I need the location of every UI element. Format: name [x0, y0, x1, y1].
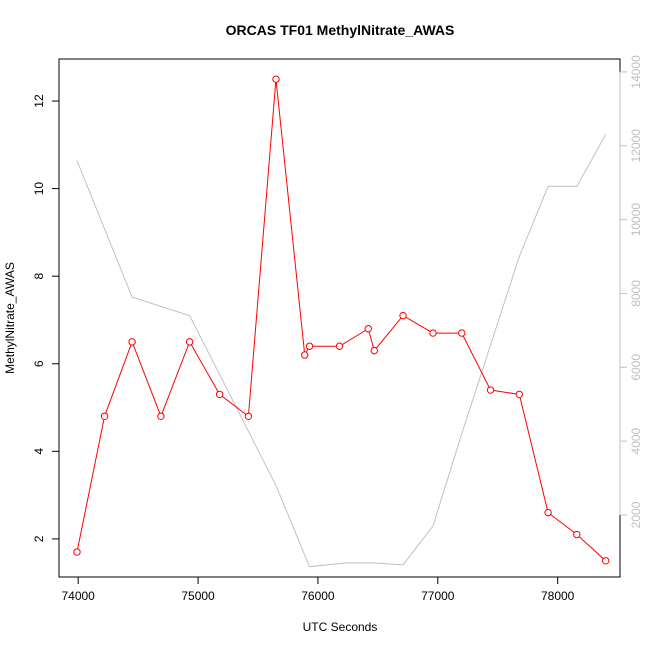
series-left-point	[429, 329, 437, 337]
x-axis-label: UTC Seconds	[303, 620, 378, 634]
series-left-line	[76, 79, 606, 562]
series-left-point	[128, 338, 136, 346]
y-axis-right: 2000 4000 6000 8000 10000 12000 14000	[619, 55, 643, 528]
series-left-point	[215, 390, 224, 399]
series-left-point	[73, 548, 81, 556]
series-left-point	[399, 311, 407, 320]
series-left-point	[301, 351, 309, 359]
y-tick-label: 4	[32, 448, 46, 455]
x-axis: 74000 75000 76000 77000 78000	[61, 576, 575, 603]
x-tick-label: 74000	[61, 589, 95, 603]
y-axis-left: 2 4 6 8 10 12	[32, 94, 60, 542]
x-tick-label: 78000	[541, 589, 575, 603]
series-left-point	[573, 530, 581, 539]
x-tick-label: 75000	[181, 589, 215, 603]
y-axis-label: MethylNitrate_AWAS	[3, 262, 17, 374]
series-left-point	[272, 75, 280, 83]
series-left-point	[544, 508, 552, 517]
series-left-point	[515, 390, 524, 399]
series-left-point	[100, 412, 109, 421]
y-tick-label: 2	[32, 535, 46, 542]
y2-tick-label: 6000	[629, 354, 643, 381]
y-tick-label: 10	[32, 182, 46, 196]
y2-tick-label: 10000	[629, 203, 643, 237]
series-left-point	[157, 412, 165, 421]
series-left-point	[185, 338, 194, 346]
y-tick-label: 8	[32, 273, 46, 280]
y-tick-label: 12	[32, 94, 46, 108]
series-left-point	[458, 329, 466, 337]
y2-tick-label: 12000	[629, 129, 643, 163]
y-tick-label: 6	[32, 360, 46, 367]
x-tick-label: 77000	[421, 589, 455, 603]
series-left-point	[486, 386, 495, 394]
series-left-point	[364, 325, 372, 333]
series-left-point	[370, 346, 378, 355]
series-left-point	[601, 557, 610, 565]
series-left-point	[305, 342, 314, 350]
x-tick-label: 76000	[301, 589, 335, 603]
series-layer	[73, 75, 610, 568]
plot-frame	[58, 58, 621, 578]
chart-title: ORCAS TF01 MethylNitrate_AWAS	[226, 22, 455, 38]
y2-tick-label: 14000	[629, 55, 643, 89]
series-left-point	[244, 412, 253, 421]
y2-tick-label: 8000	[629, 280, 643, 307]
y2-tick-label: 4000	[629, 427, 643, 454]
y2-tick-label: 2000	[629, 501, 643, 528]
series-right-line	[76, 134, 607, 568]
series-left-point	[335, 342, 344, 350]
